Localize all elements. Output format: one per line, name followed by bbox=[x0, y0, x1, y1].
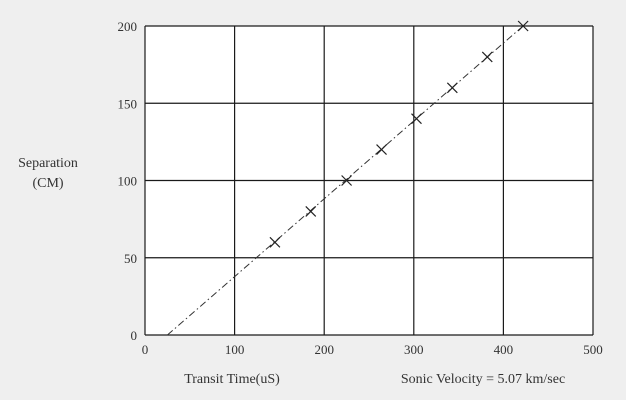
x-axis-label: Transit Time(uS) bbox=[184, 372, 280, 387]
y-tick-label-150: 150 bbox=[118, 96, 138, 111]
data-point-0-7 bbox=[517, 20, 529, 32]
fit-line-group bbox=[167, 25, 524, 336]
grid bbox=[144, 25, 594, 336]
data-point-0-6 bbox=[481, 51, 493, 63]
data-point-0-4 bbox=[411, 113, 422, 125]
x-tick-label-300: 300 bbox=[404, 342, 424, 357]
x-tick-label-0: 0 bbox=[142, 342, 149, 357]
fit-line bbox=[167, 25, 524, 336]
x-tick-label-500: 500 bbox=[583, 342, 603, 357]
data-points bbox=[269, 20, 529, 248]
y-axis-label-line-1: Separation bbox=[18, 156, 78, 171]
data-point-0-0 bbox=[269, 236, 281, 248]
data-point-0-1 bbox=[305, 205, 317, 217]
y-tick-label-0: 0 bbox=[131, 328, 138, 343]
sonic-velocity-annotation: Sonic Velocity = 5.07 km/sec bbox=[401, 372, 565, 387]
data-point-0-2 bbox=[341, 175, 353, 186]
x-tick-label-400: 400 bbox=[494, 342, 514, 357]
x-tick-label-100: 100 bbox=[225, 342, 245, 357]
y-axis-label-line-2: (CM) bbox=[32, 176, 63, 191]
data-point-0-5 bbox=[446, 82, 458, 94]
data-point-0-3 bbox=[376, 144, 387, 156]
tick-labels: 0 100 200 300 400 500 0 50 100 150 200 bbox=[118, 19, 603, 357]
y-tick-label-50: 50 bbox=[124, 251, 137, 266]
y-tick-label-200: 200 bbox=[118, 19, 138, 34]
x-tick-label-200: 200 bbox=[314, 342, 334, 357]
y-tick-label-100: 100 bbox=[118, 174, 138, 189]
